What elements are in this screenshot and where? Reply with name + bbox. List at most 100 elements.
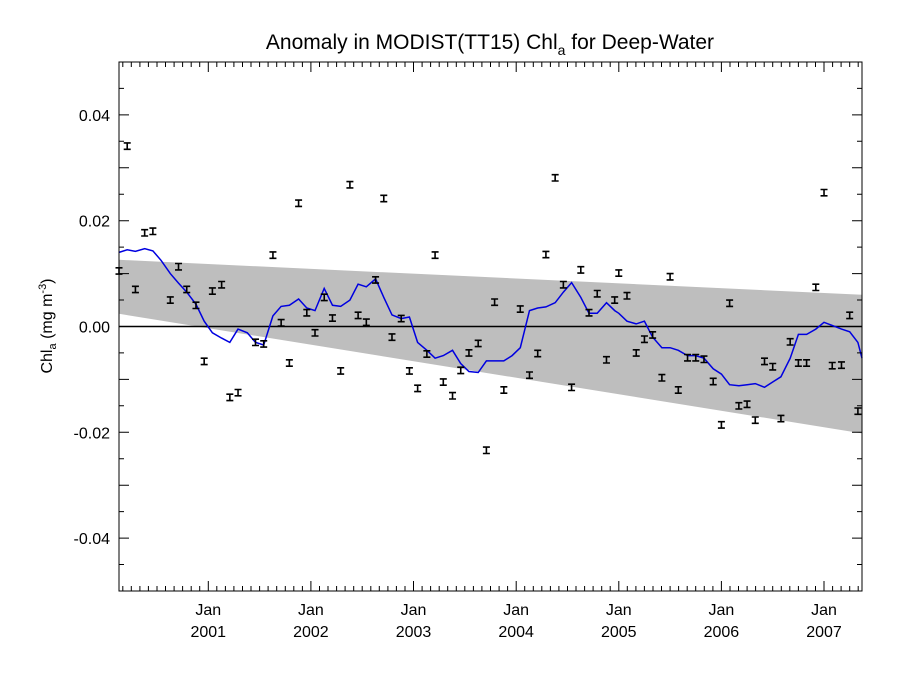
confidence-band-area [119, 259, 862, 434]
data-point [346, 180, 354, 189]
data-point [751, 416, 759, 425]
x-tick-month: Jan [401, 602, 427, 619]
error-bar [786, 337, 794, 346]
error-bar [828, 361, 836, 370]
y-tick-labels: 0.04 0.02 0.00 -0.02 -0.04 [74, 108, 111, 548]
x-tick-labels: Jan 2001 Jan 2002 Jan 2003 Jan 2004 Jan 2005 Jan 20… [190, 602, 841, 641]
y-axis-label-tail: ) [39, 278, 56, 283]
x-tick-year: 2003 [396, 624, 432, 641]
data-point [474, 339, 482, 348]
data-point [380, 194, 388, 203]
plot-frame [118, 61, 863, 592]
error-bar [568, 383, 576, 392]
error-bar [602, 355, 610, 364]
x-tick-label: Jan 2006 [704, 602, 740, 641]
data-point [602, 355, 610, 364]
x-tick-year: 2005 [601, 624, 637, 641]
x-tick-label: Jan 2007 [806, 602, 842, 641]
data-point [568, 383, 576, 392]
error-bar [465, 349, 473, 357]
x-tick-year: 2004 [498, 624, 534, 641]
error-bar [200, 357, 208, 366]
data-point [577, 265, 585, 274]
error-bar [372, 276, 380, 284]
error-bar [700, 355, 708, 364]
data-point [674, 386, 682, 394]
data-point [761, 357, 769, 366]
data-point [743, 400, 751, 409]
data-point [491, 298, 499, 307]
data-point [820, 188, 828, 197]
error-bar [260, 340, 268, 348]
error-bar [303, 308, 311, 317]
error-bar [516, 305, 524, 313]
error-bar [585, 308, 593, 317]
data-point [175, 262, 183, 271]
error-bar [346, 180, 354, 189]
data-point [769, 362, 777, 371]
error-bar [457, 366, 465, 375]
chart-title: Anomaly in MODIST(TT15) Chla for Deep-Wa… [266, 31, 714, 58]
error-bar [577, 265, 585, 274]
data-point [615, 269, 623, 277]
error-bar [482, 446, 490, 455]
data-point [726, 299, 734, 308]
error-bar [141, 228, 149, 237]
data-point [632, 349, 640, 357]
data-point [131, 285, 139, 294]
data-point [251, 338, 259, 347]
error-bar [439, 378, 447, 386]
data-point [666, 272, 674, 281]
data-point [149, 227, 157, 236]
error-bar [640, 335, 648, 344]
data-point [303, 308, 311, 317]
x-tick-month: Jan [606, 602, 632, 619]
data-point [457, 366, 465, 375]
error-bar [726, 299, 734, 308]
data-point [431, 251, 439, 260]
y-axis-label-superscript: -3 [37, 284, 49, 294]
x-tick-year: 2001 [190, 624, 226, 641]
data-point [709, 377, 717, 386]
error-bar [131, 285, 139, 294]
error-bar [658, 373, 666, 382]
running-mean-series [118, 247, 863, 389]
error-bar [735, 401, 743, 410]
data-point [362, 318, 370, 327]
error-bar [632, 349, 640, 357]
error-bar [337, 367, 345, 375]
y-tick-label: 0.00 [79, 320, 110, 337]
error-bar [674, 386, 682, 394]
error-bar [623, 291, 631, 300]
error-bar [820, 188, 828, 197]
x-tick-month: Jan [503, 602, 529, 619]
data-point [320, 293, 328, 302]
x-tick-year: 2007 [806, 624, 842, 641]
error-bar [751, 416, 759, 425]
data-point [794, 359, 802, 367]
x-tick-label: Jan 2003 [396, 602, 432, 641]
error-bar [192, 301, 200, 310]
error-bar [183, 285, 191, 294]
data-point [405, 367, 413, 375]
error-bar [414, 384, 422, 393]
error-bar [559, 280, 567, 289]
data-point [388, 333, 396, 342]
data-point [585, 308, 593, 317]
y-tick-label: 0.02 [79, 214, 110, 231]
error-bar [388, 333, 396, 342]
error-bar [251, 338, 259, 347]
data-point [516, 305, 524, 313]
x-tick-month: Jan [195, 602, 221, 619]
error-bar [500, 386, 508, 394]
error-bar [218, 280, 226, 289]
error-bar [692, 353, 700, 362]
error-bar [615, 269, 623, 277]
data-point [218, 280, 226, 289]
data-point [623, 291, 631, 300]
data-point [354, 311, 362, 320]
y-tick-label: 0.04 [79, 108, 110, 125]
y-axis-label: Chla (mg m-3) [37, 278, 59, 373]
y-axis-label-main: Chl [39, 350, 56, 374]
